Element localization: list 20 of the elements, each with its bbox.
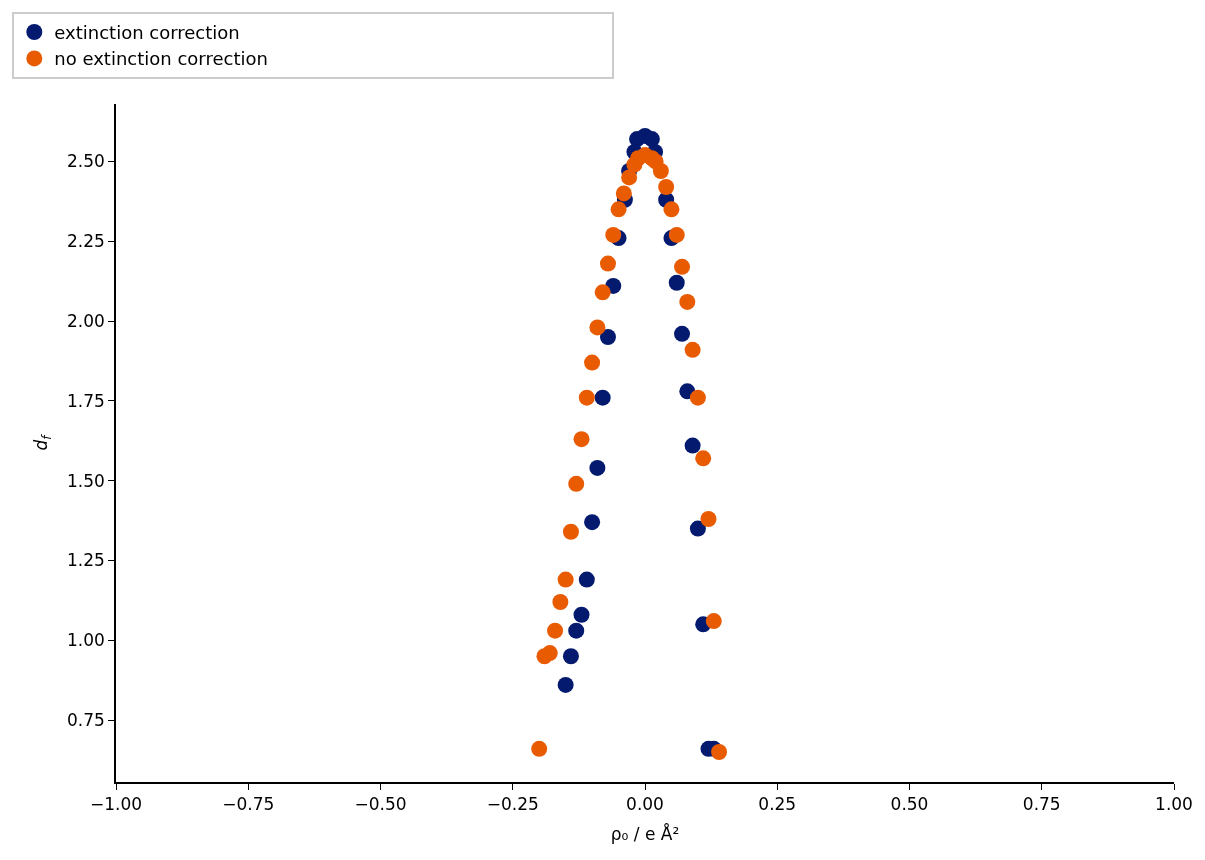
x-tick-label: −0.25 — [486, 794, 539, 815]
legend-label: no extinction correction — [54, 48, 268, 70]
y-tick-label: 1.25 — [66, 550, 105, 571]
y-tick-label: 2.00 — [66, 311, 105, 332]
x-tick-label: 0.00 — [626, 794, 664, 815]
y-tick-label: 1.50 — [66, 470, 105, 491]
x-tick-label: −0.50 — [354, 794, 407, 815]
y-tick-label: 2.25 — [66, 231, 105, 252]
y-tick-label: 0.75 — [66, 710, 105, 731]
x-tick-label: 1.00 — [1155, 794, 1193, 815]
x-tick-label: 0.75 — [1022, 794, 1061, 815]
x-axis-title: ρ₀ / e Å² — [610, 823, 680, 845]
legend-label: extinction correction — [54, 22, 240, 44]
y-tick-label: 1.00 — [66, 630, 105, 651]
x-tick-label: −1.00 — [89, 794, 143, 815]
x-tick-label: −0.75 — [222, 794, 275, 815]
y-tick-label: 1.75 — [66, 390, 105, 411]
x-tick-label: 0.25 — [758, 794, 797, 815]
y-tick-label: 2.50 — [66, 151, 105, 172]
x-tick-label: 0.50 — [890, 794, 929, 815]
